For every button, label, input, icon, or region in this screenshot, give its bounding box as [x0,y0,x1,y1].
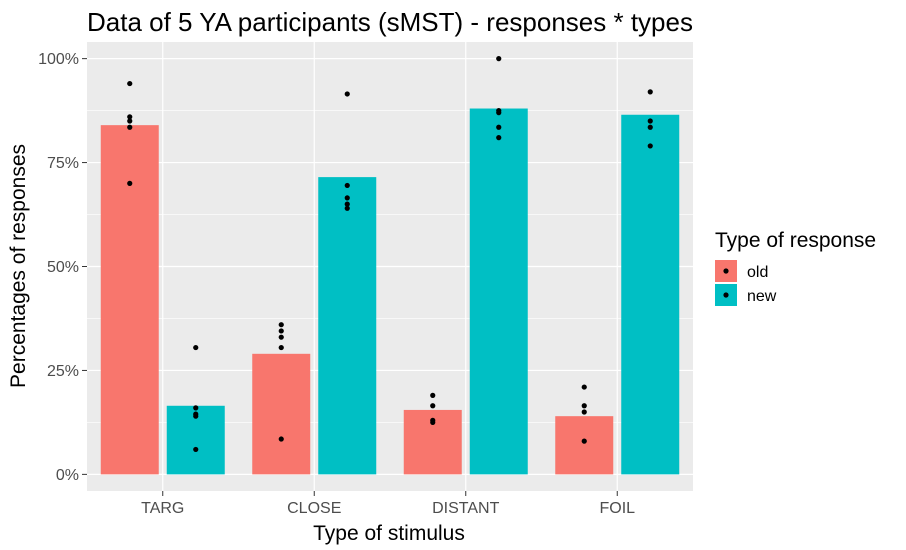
y-tick-label: 75% [47,155,79,172]
data-point [581,438,587,444]
data-point [647,143,653,149]
data-point [193,344,199,351]
data-point [127,118,133,124]
points [127,56,653,453]
data-point [344,201,350,207]
data-point [278,328,284,334]
data-point [278,334,284,340]
legend-label-new: new [747,288,777,305]
data-point [581,409,587,415]
data-point [647,124,653,130]
bar-old-close [252,353,311,475]
bar-new-close [318,177,377,475]
data-point [344,91,350,97]
bar-old-foil [555,416,614,475]
data-point [430,419,436,426]
bar-new-foil [621,114,680,475]
grid [87,42,693,491]
legend-label-old: old [747,264,768,281]
x-tick-label: FOIL [599,500,635,517]
x-axis: TARG CLOSE DISTANT FOIL [141,491,635,517]
data-point [278,436,284,442]
data-point [581,403,587,409]
data-point [496,110,502,116]
legend-key-point [723,268,729,274]
bar-old-targ [100,125,159,475]
data-point [193,413,199,419]
data-point [647,89,653,95]
data-point [127,114,133,120]
y-tick-label: 25% [47,363,79,380]
data-point [127,124,133,130]
data-point [193,405,199,411]
data-point [581,384,587,390]
data-point [496,56,502,62]
x-axis-title: Type of stimulus [313,522,465,545]
data-point [344,182,350,189]
y-tick-label: 0% [56,467,79,484]
x-tick-label: CLOSE [287,500,341,517]
data-point [430,392,436,398]
y-axis-title: Percentages of responses [7,144,30,388]
chart-title: Data of 5 YA participants (sMST) - respo… [87,7,693,37]
legend: Type of response old new [715,229,876,306]
data-point [278,322,284,328]
data-point [647,118,653,124]
bars [100,108,680,475]
data-point [344,205,350,211]
data-point [278,344,284,351]
x-tick-label: DISTANT [432,500,499,517]
y-tick-label: 50% [47,259,79,276]
data-point [193,446,199,453]
data-point [127,80,133,87]
y-axis: 0% 25% 50% 75% 100% [38,51,87,484]
y-tick-label: 100% [38,51,79,68]
legend-title: Type of response [715,229,876,252]
x-tick-label: TARG [141,500,184,517]
data-point [496,124,502,130]
legend-key-point [723,292,729,298]
bar-new-distant [469,108,528,475]
data-point [344,195,350,201]
data-point [127,180,133,186]
data-point [430,403,436,409]
data-point [496,135,502,141]
